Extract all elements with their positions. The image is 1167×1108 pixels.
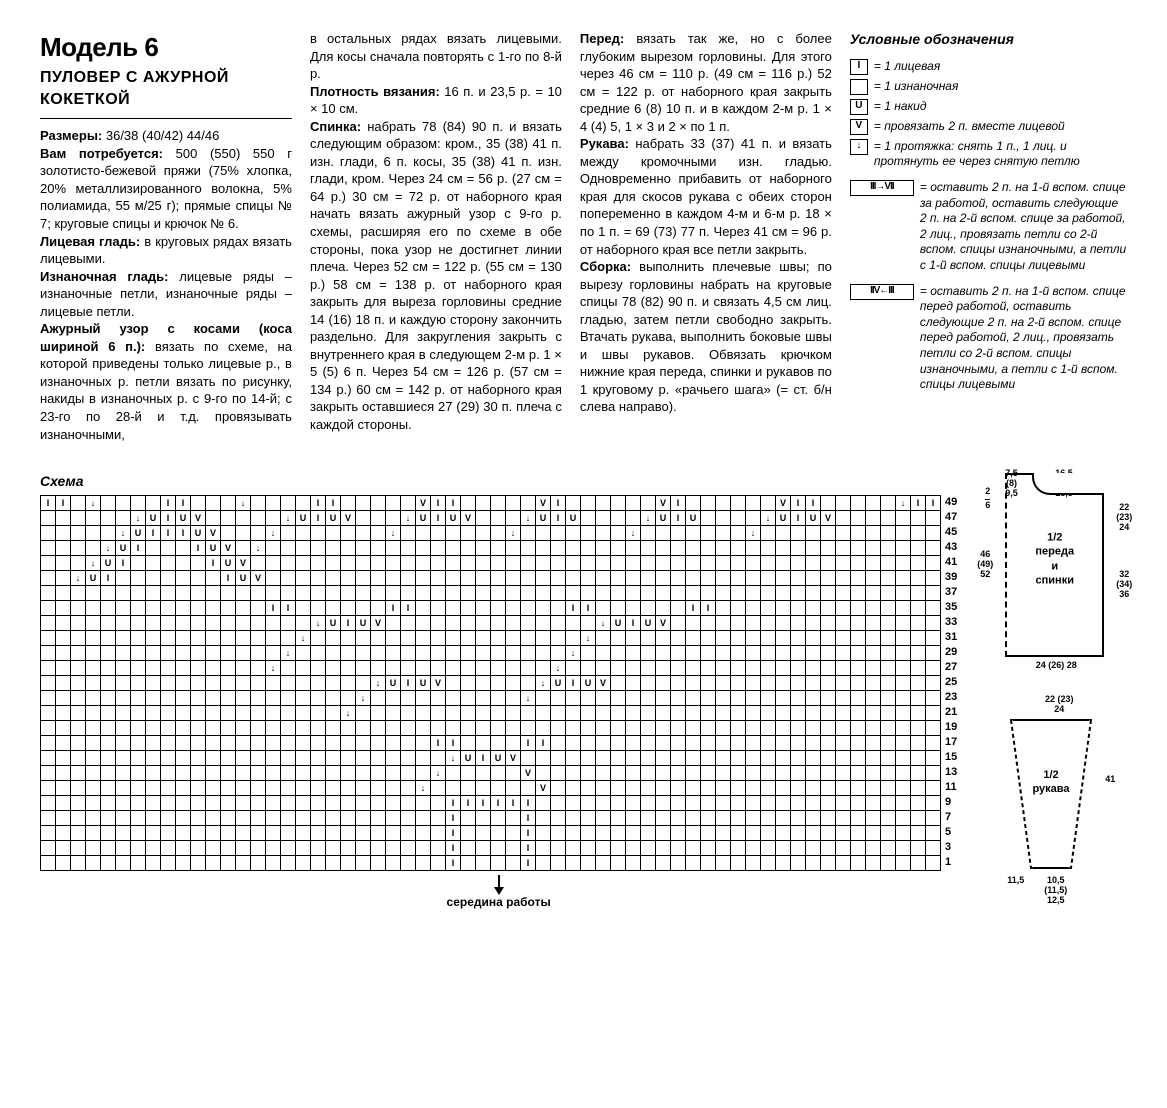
legend-item-wide: III→VII= оставить 2 п. на 1-й вспом. спи… bbox=[850, 180, 1127, 274]
schematics: 7,5 (8) 9,5 16,5 (18) 18,5 1/2 переда и … bbox=[977, 473, 1107, 929]
column-2: в остальных рядах вязать лицевыми. Для к… bbox=[310, 30, 562, 443]
stitch-1: Лицевая гладь: в круговых рядах вязать л… bbox=[40, 233, 292, 268]
chart-arrow: середина работы bbox=[40, 875, 957, 909]
stitch-3: Ажурный узор с косами (коса шириной 6 п.… bbox=[40, 320, 292, 443]
legend-simple-list: I= 1 лицевая = 1 изнаночная U= 1 накид V= … bbox=[850, 59, 1127, 170]
svg-text:рукава: рукава bbox=[1033, 783, 1071, 795]
c3-p3: Сборка: выполнить плечевые швы; по вырез… bbox=[580, 258, 832, 416]
knitting-chart: II↓II↓IIVIIVIVIVII↓II↓UIUV↓UIUV↓UIUV↓UIU… bbox=[40, 495, 941, 871]
stitch-2: Изнаночная гладь: лицевые ряды – изнаноч… bbox=[40, 268, 292, 321]
c2-p1: в остальных рядах вязать лицевыми. Для к… bbox=[310, 30, 562, 83]
title: Модель 6 bbox=[40, 30, 292, 65]
legend-column: Условные обозначения I= 1 лицевая = 1 из… bbox=[850, 30, 1127, 443]
svg-text:1/2: 1/2 bbox=[1044, 769, 1059, 781]
legend-item: ↓= 1 протяжка: снять 1 п., 1 лиц. и прот… bbox=[850, 139, 1127, 170]
sleeve-shape: 1/2 рукава bbox=[977, 718, 1107, 873]
legend-wide-list: III→VII= оставить 2 п. на 1-й вспом. спи… bbox=[850, 180, 1127, 393]
subtitle: ПУЛОВЕР С АЖУРНОЙ КОКЕТКОЙ bbox=[40, 67, 292, 110]
c2-p3: Спинка: набрать 78 (84) 90 п. и вязать с… bbox=[310, 118, 562, 434]
materials: Вам потребуется: 500 (550) 550 г золотис… bbox=[40, 145, 292, 233]
c3-p1: Перед: вязать так же, но с более глубоки… bbox=[580, 30, 832, 135]
c3-p2: Рукава: набрать 33 (37) 41 п. и вязать м… bbox=[580, 135, 832, 258]
row-numbers: 4947454341393735333129272523211917151311… bbox=[945, 495, 957, 870]
chart-label: Схема bbox=[40, 473, 957, 489]
sleeve-schematic: 22 (23) 24 1/2 рукава 41 11,5 10,5 (11,5… bbox=[977, 695, 1107, 905]
column-3: Перед: вязать так же, но с более глубоки… bbox=[580, 30, 832, 443]
divider bbox=[40, 118, 292, 119]
legend-item: V= провязать 2 п. вместе лицевой bbox=[850, 119, 1127, 135]
body-schematic: 7,5 (8) 9,5 16,5 (18) 18,5 1/2 переда и … bbox=[977, 473, 1107, 671]
c2-p2: Плотность вязания: 16 п. и 23,5 р. = 10 … bbox=[310, 83, 562, 118]
legend-item-wide: IIV←III= оставить 2 п. на 1-й вспом. спи… bbox=[850, 284, 1127, 393]
legend-title: Условные обозначения bbox=[850, 30, 1127, 49]
sizes-line: Размеры: 36/38 (40/42) 44/46 bbox=[40, 127, 292, 145]
legend-item: U= 1 накид bbox=[850, 99, 1127, 115]
legend-item: I= 1 лицевая bbox=[850, 59, 1127, 75]
column-1: Модель 6 ПУЛОВЕР С АЖУРНОЙ КОКЕТКОЙ Разм… bbox=[40, 30, 292, 443]
legend-item: = 1 изнаночная bbox=[850, 79, 1127, 95]
